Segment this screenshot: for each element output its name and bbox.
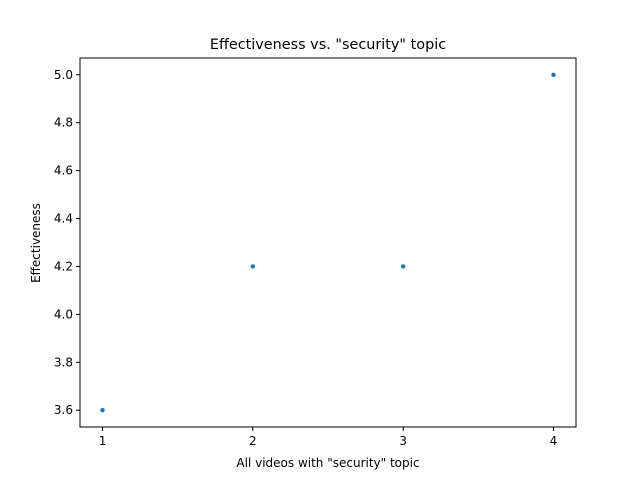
y-tick-label: 4.6 [54,164,73,178]
data-point [100,408,105,413]
y-tick-label: 4.0 [54,307,73,321]
chart-title: Effectiveness vs. "security" topic [210,37,446,53]
x-tick-label: 1 [99,434,107,448]
x-tick-label: 3 [399,434,407,448]
y-axis-label: Effectiveness [29,203,43,283]
plot-frame [79,57,577,428]
y-tick-label: 5.0 [54,68,73,82]
y-tick-label: 4.4 [54,212,73,226]
y-tick-label: 4.8 [54,116,73,130]
x-tick-label: 4 [550,434,558,448]
x-axis-label: All videos with "security" topic [236,456,419,470]
x-axis-ticks: 1 2 3 4 [99,427,558,448]
data-point [400,264,406,269]
y-axis-ticks: 3.6 3.8 4.0 4.2 4.4 4.6 4.8 5.0 [54,68,80,417]
x-tick-label: 2 [249,434,257,448]
y-tick-label: 4.2 [54,259,73,273]
data-point [250,264,256,269]
y-tick-label: 3.6 [54,403,73,417]
data-point [551,72,556,77]
data-points [100,72,556,413]
y-tick-label: 3.8 [54,355,73,369]
